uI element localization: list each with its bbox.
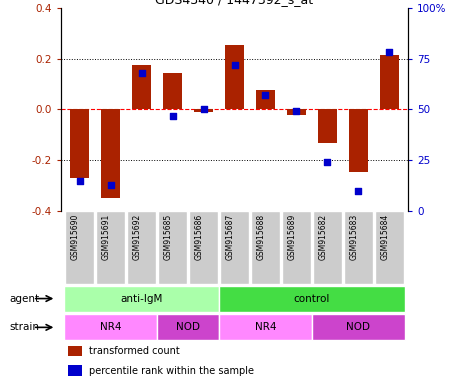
Point	[355, 188, 362, 194]
Bar	[225, 45, 244, 109]
Text: control: control	[294, 293, 330, 304]
Bar	[256, 90, 275, 109]
Bar	[219, 286, 405, 311]
Bar	[219, 211, 250, 284]
Text: GSM915686: GSM915686	[195, 214, 204, 260]
Text: agent: agent	[9, 293, 39, 304]
Text: GSM915689: GSM915689	[287, 214, 296, 260]
Bar	[68, 365, 82, 376]
Point	[169, 113, 176, 119]
Point	[262, 92, 269, 98]
Bar	[219, 314, 312, 340]
Text: NOD: NOD	[176, 322, 200, 333]
Text: GSM915692: GSM915692	[133, 214, 142, 260]
Text: GSM915688: GSM915688	[257, 214, 265, 260]
Point	[324, 159, 331, 166]
Bar	[132, 65, 151, 109]
Bar	[287, 109, 306, 114]
Text: NR4: NR4	[100, 322, 121, 333]
Bar	[312, 314, 405, 340]
Bar	[64, 314, 157, 340]
Text: percentile rank within the sample: percentile rank within the sample	[89, 366, 254, 376]
Text: GSM915683: GSM915683	[349, 214, 358, 260]
Bar	[344, 211, 373, 284]
Point	[293, 108, 300, 114]
Bar	[250, 211, 280, 284]
Text: GSM915687: GSM915687	[226, 214, 234, 260]
Bar	[64, 286, 219, 311]
Text: GSM915691: GSM915691	[102, 214, 111, 260]
Bar	[380, 55, 399, 109]
Text: strain: strain	[9, 322, 39, 333]
Bar	[312, 211, 342, 284]
Bar	[65, 211, 94, 284]
Bar	[349, 109, 368, 172]
Text: transformed count: transformed count	[89, 346, 180, 356]
Point	[386, 50, 393, 56]
Point	[231, 61, 238, 68]
Bar	[68, 346, 82, 356]
Point	[200, 106, 207, 113]
Text: NR4: NR4	[255, 322, 276, 333]
Bar	[194, 109, 213, 112]
Point	[107, 182, 114, 188]
Bar	[158, 211, 188, 284]
Text: GSM915690: GSM915690	[70, 214, 80, 260]
Text: GSM915684: GSM915684	[380, 214, 389, 260]
Bar	[157, 314, 219, 340]
Bar	[163, 73, 182, 109]
Text: anti-IgM: anti-IgM	[121, 293, 163, 304]
Bar	[101, 109, 120, 199]
Point	[76, 177, 83, 184]
Bar	[96, 211, 125, 284]
Title: GDS4340 / 1447392_s_at: GDS4340 / 1447392_s_at	[155, 0, 314, 7]
Bar	[189, 211, 219, 284]
Text: GSM915685: GSM915685	[164, 214, 173, 260]
Bar	[70, 109, 89, 178]
Text: GSM915682: GSM915682	[318, 214, 327, 260]
Point	[138, 70, 145, 76]
Bar	[281, 211, 311, 284]
Text: NOD: NOD	[347, 322, 371, 333]
Bar	[318, 109, 337, 142]
Bar	[127, 211, 156, 284]
Bar	[375, 211, 404, 284]
